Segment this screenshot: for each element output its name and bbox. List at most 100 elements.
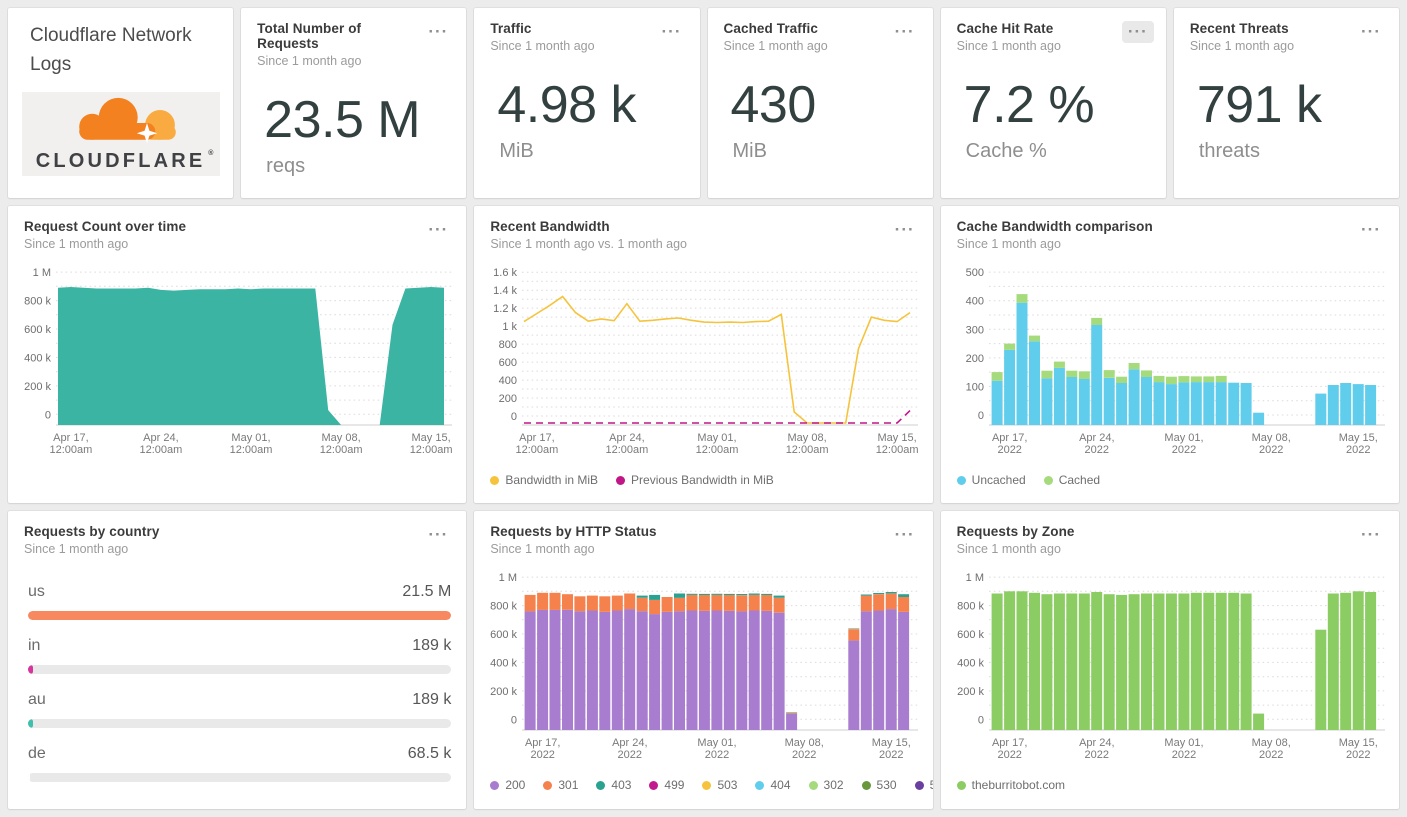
bar-segment <box>699 611 711 731</box>
x-axis-label: 2022 <box>531 749 555 761</box>
legend-item[interactable]: 302 <box>808 778 844 792</box>
panel-menu-button[interactable]: ··· <box>889 524 921 546</box>
legend-item[interactable]: 403 <box>596 778 631 792</box>
y-axis-label: 400 k <box>957 657 984 669</box>
bar-segment <box>873 593 885 595</box>
legend-dot <box>596 780 606 790</box>
legend-label: Uncached <box>971 473 1026 488</box>
country-row: us 21.5 M <box>28 583 452 621</box>
bar-segment <box>699 595 711 611</box>
country-row: in 189 k <box>28 637 452 675</box>
y-axis-label: 500 <box>965 267 983 279</box>
x-axis-label: May 01, <box>1164 432 1203 444</box>
bar-segment <box>649 594 661 600</box>
legend-dot <box>861 780 871 790</box>
stat-value: 23.5 M <box>264 91 421 149</box>
legend-item[interactable]: Previous Bandwidth in MiB <box>616 473 774 487</box>
x-axis-label: 2022 <box>1346 749 1370 761</box>
bar-segment <box>1153 593 1165 731</box>
x-axis-label: May 08, <box>1251 432 1290 444</box>
y-axis-label: 400 k <box>490 657 517 669</box>
bar-segment <box>624 593 636 610</box>
panel-title: Requests by Zone <box>956 524 1075 540</box>
panel-traffic: Traffic Since 1 month ago ··· 4.98 k MiB <box>474 8 700 199</box>
x-axis-label: 2022 <box>1346 444 1370 456</box>
legend-item[interactable]: 200 <box>490 778 525 792</box>
bar-segment <box>1078 379 1090 426</box>
country-row: de 68.5 k <box>28 745 452 783</box>
y-axis-label: 200 k <box>957 686 984 698</box>
x-axis-label: 2022 <box>705 749 729 761</box>
panel-menu-button[interactable]: ··· <box>422 524 454 546</box>
bar-segment <box>1053 367 1065 426</box>
legend-dot <box>543 780 553 790</box>
bar-segment <box>1115 594 1127 731</box>
bar-segment <box>991 593 1003 731</box>
x-axis-label: 12:00am <box>49 444 92 456</box>
x-axis-label: May 15, <box>412 432 451 444</box>
bar-segment <box>1065 370 1077 378</box>
chart-legend: theburritobot.com <box>941 770 1399 792</box>
bar-segment <box>1314 393 1326 426</box>
bar-segment <box>711 593 723 595</box>
bar-segment <box>736 595 748 612</box>
sparkle-icon <box>136 123 157 144</box>
legend-item[interactable]: theburritobot.com <box>956 778 1065 792</box>
bar-segment <box>1178 376 1190 383</box>
bar-segment <box>1215 592 1227 731</box>
legend-item[interactable]: 530 <box>861 778 897 792</box>
panel-menu-button[interactable]: ··· <box>1355 219 1387 241</box>
panel-menu-button[interactable]: ··· <box>1355 524 1387 546</box>
x-axis-label: 12:00am <box>230 444 273 456</box>
country-label: au <box>28 691 46 709</box>
legend-label: 503 <box>717 778 738 793</box>
panel-menu-button[interactable]: ··· <box>889 21 921 43</box>
bar-segment <box>1016 591 1028 731</box>
panel-recent-bandwidth: Recent Bandwidth Since 1 month ago vs. 1… <box>474 206 933 504</box>
legend-item[interactable]: Cached <box>1043 473 1100 487</box>
y-axis-label: 400 <box>499 375 517 387</box>
panel-title: Cache Bandwidth comparison <box>956 219 1153 235</box>
bar-segment <box>1140 593 1152 731</box>
bar-segment <box>1227 592 1239 731</box>
y-axis-label: 600 k <box>490 629 517 641</box>
bar-segment <box>1053 361 1065 368</box>
bar-segment <box>736 611 748 731</box>
bar-segment <box>898 612 910 731</box>
country-value: 189 k <box>412 691 452 709</box>
country-bar-fill <box>28 665 33 675</box>
bar-segment <box>649 599 661 615</box>
bar-segment <box>749 594 761 611</box>
country-bar-track <box>28 719 452 729</box>
bar-segment <box>1153 375 1165 383</box>
bar-segment <box>1065 593 1077 731</box>
legend-item[interactable]: 404 <box>755 778 791 792</box>
legend-item[interactable]: 301 <box>543 778 578 792</box>
legend-item[interactable]: 499 <box>649 778 684 792</box>
panel-menu-button[interactable]: ··· <box>422 21 454 43</box>
panel-menu-button[interactable]: ··· <box>1355 21 1387 43</box>
legend-dot <box>702 780 712 790</box>
bar-segment <box>599 596 611 612</box>
bar-segment <box>587 595 599 611</box>
bar-segment <box>1190 592 1202 731</box>
panel-menu-button[interactable]: ··· <box>1121 21 1154 43</box>
y-axis-label: 800 k <box>490 601 517 613</box>
legend-item[interactable]: Bandwidth in MiB <box>490 473 598 487</box>
legend-item[interactable]: 503 <box>702 778 737 792</box>
bar-segment <box>1178 593 1190 731</box>
legend-item[interactable]: Uncached <box>956 473 1026 488</box>
panel-menu-button[interactable]: ··· <box>889 219 921 241</box>
y-axis-label: 0 <box>978 714 984 726</box>
panel-menu-button[interactable]: ··· <box>422 219 454 241</box>
y-axis-label: 400 <box>965 296 983 308</box>
bar-segment <box>686 594 698 611</box>
panel-menu-button[interactable]: ··· <box>656 21 688 43</box>
bar-segment <box>1115 383 1127 426</box>
x-axis-label: May 15, <box>1338 432 1377 444</box>
bar-segment <box>574 611 586 731</box>
legend-item[interactable]: 526 <box>914 778 933 792</box>
country-row: au 189 k <box>28 691 452 729</box>
country-bar-track <box>28 611 452 621</box>
